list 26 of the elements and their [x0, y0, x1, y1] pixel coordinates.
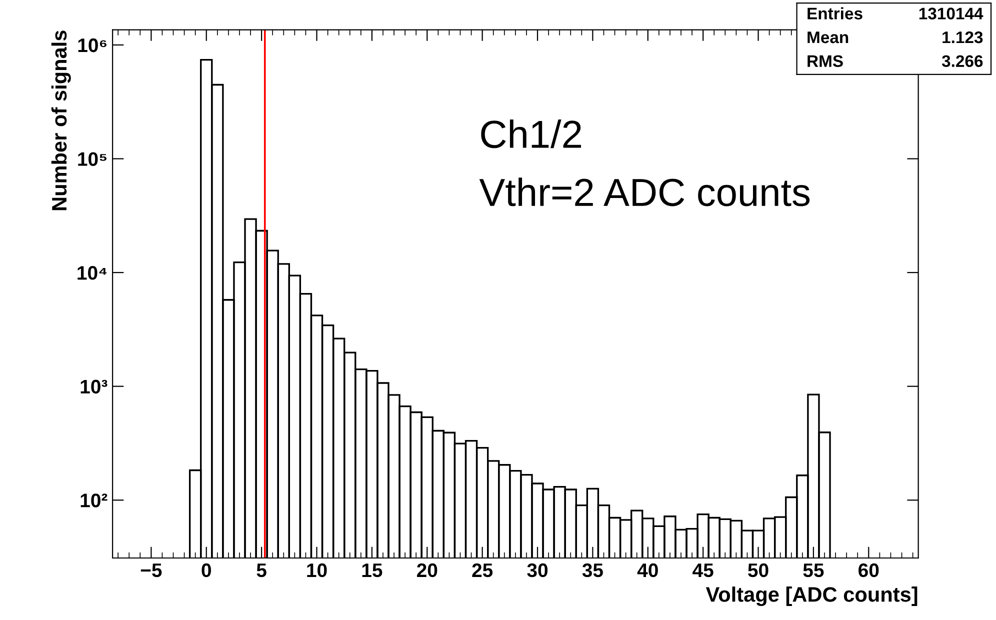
text: RMS 3.266	[808, 55, 983, 68]
y-tick-label: 10⁶	[78, 38, 106, 52]
x-tick-label: 15	[362, 564, 382, 578]
x-tick-label: 25	[472, 563, 493, 578]
x-tick-label: 35	[582, 563, 603, 578]
x-tick-label: 5	[256, 564, 266, 578]
x-tick-label: 40	[637, 563, 658, 578]
text: Entries 1310144	[808, 7, 984, 20]
y-tick-label: 10⁴	[78, 266, 107, 280]
text: Mean 1.123	[808, 31, 983, 44]
x-tick-label: 10	[307, 563, 327, 578]
annotation: Ch1/2	[481, 120, 581, 148]
x-tick-label: 50	[748, 563, 768, 578]
x-tick-label: −5	[140, 564, 162, 578]
x-tick-label: 55	[803, 564, 824, 578]
x-tick-label: 60	[858, 563, 879, 578]
y-axis-title: Number of signals	[51, 30, 71, 210]
annotation: Vthr=2 ADC counts	[479, 178, 810, 206]
y-tick-label: 10³	[80, 380, 108, 394]
y-tick-label: 10²	[80, 494, 108, 508]
x-tick-label: 0	[202, 563, 211, 578]
y-tick-label: 10⁵	[78, 152, 106, 166]
x-tick-label: 30	[527, 563, 548, 578]
x-axis-title: Voltage [ADC counts]	[706, 586, 918, 606]
x-tick-label: 20	[416, 563, 438, 578]
x-tick-label: 45	[692, 564, 714, 578]
